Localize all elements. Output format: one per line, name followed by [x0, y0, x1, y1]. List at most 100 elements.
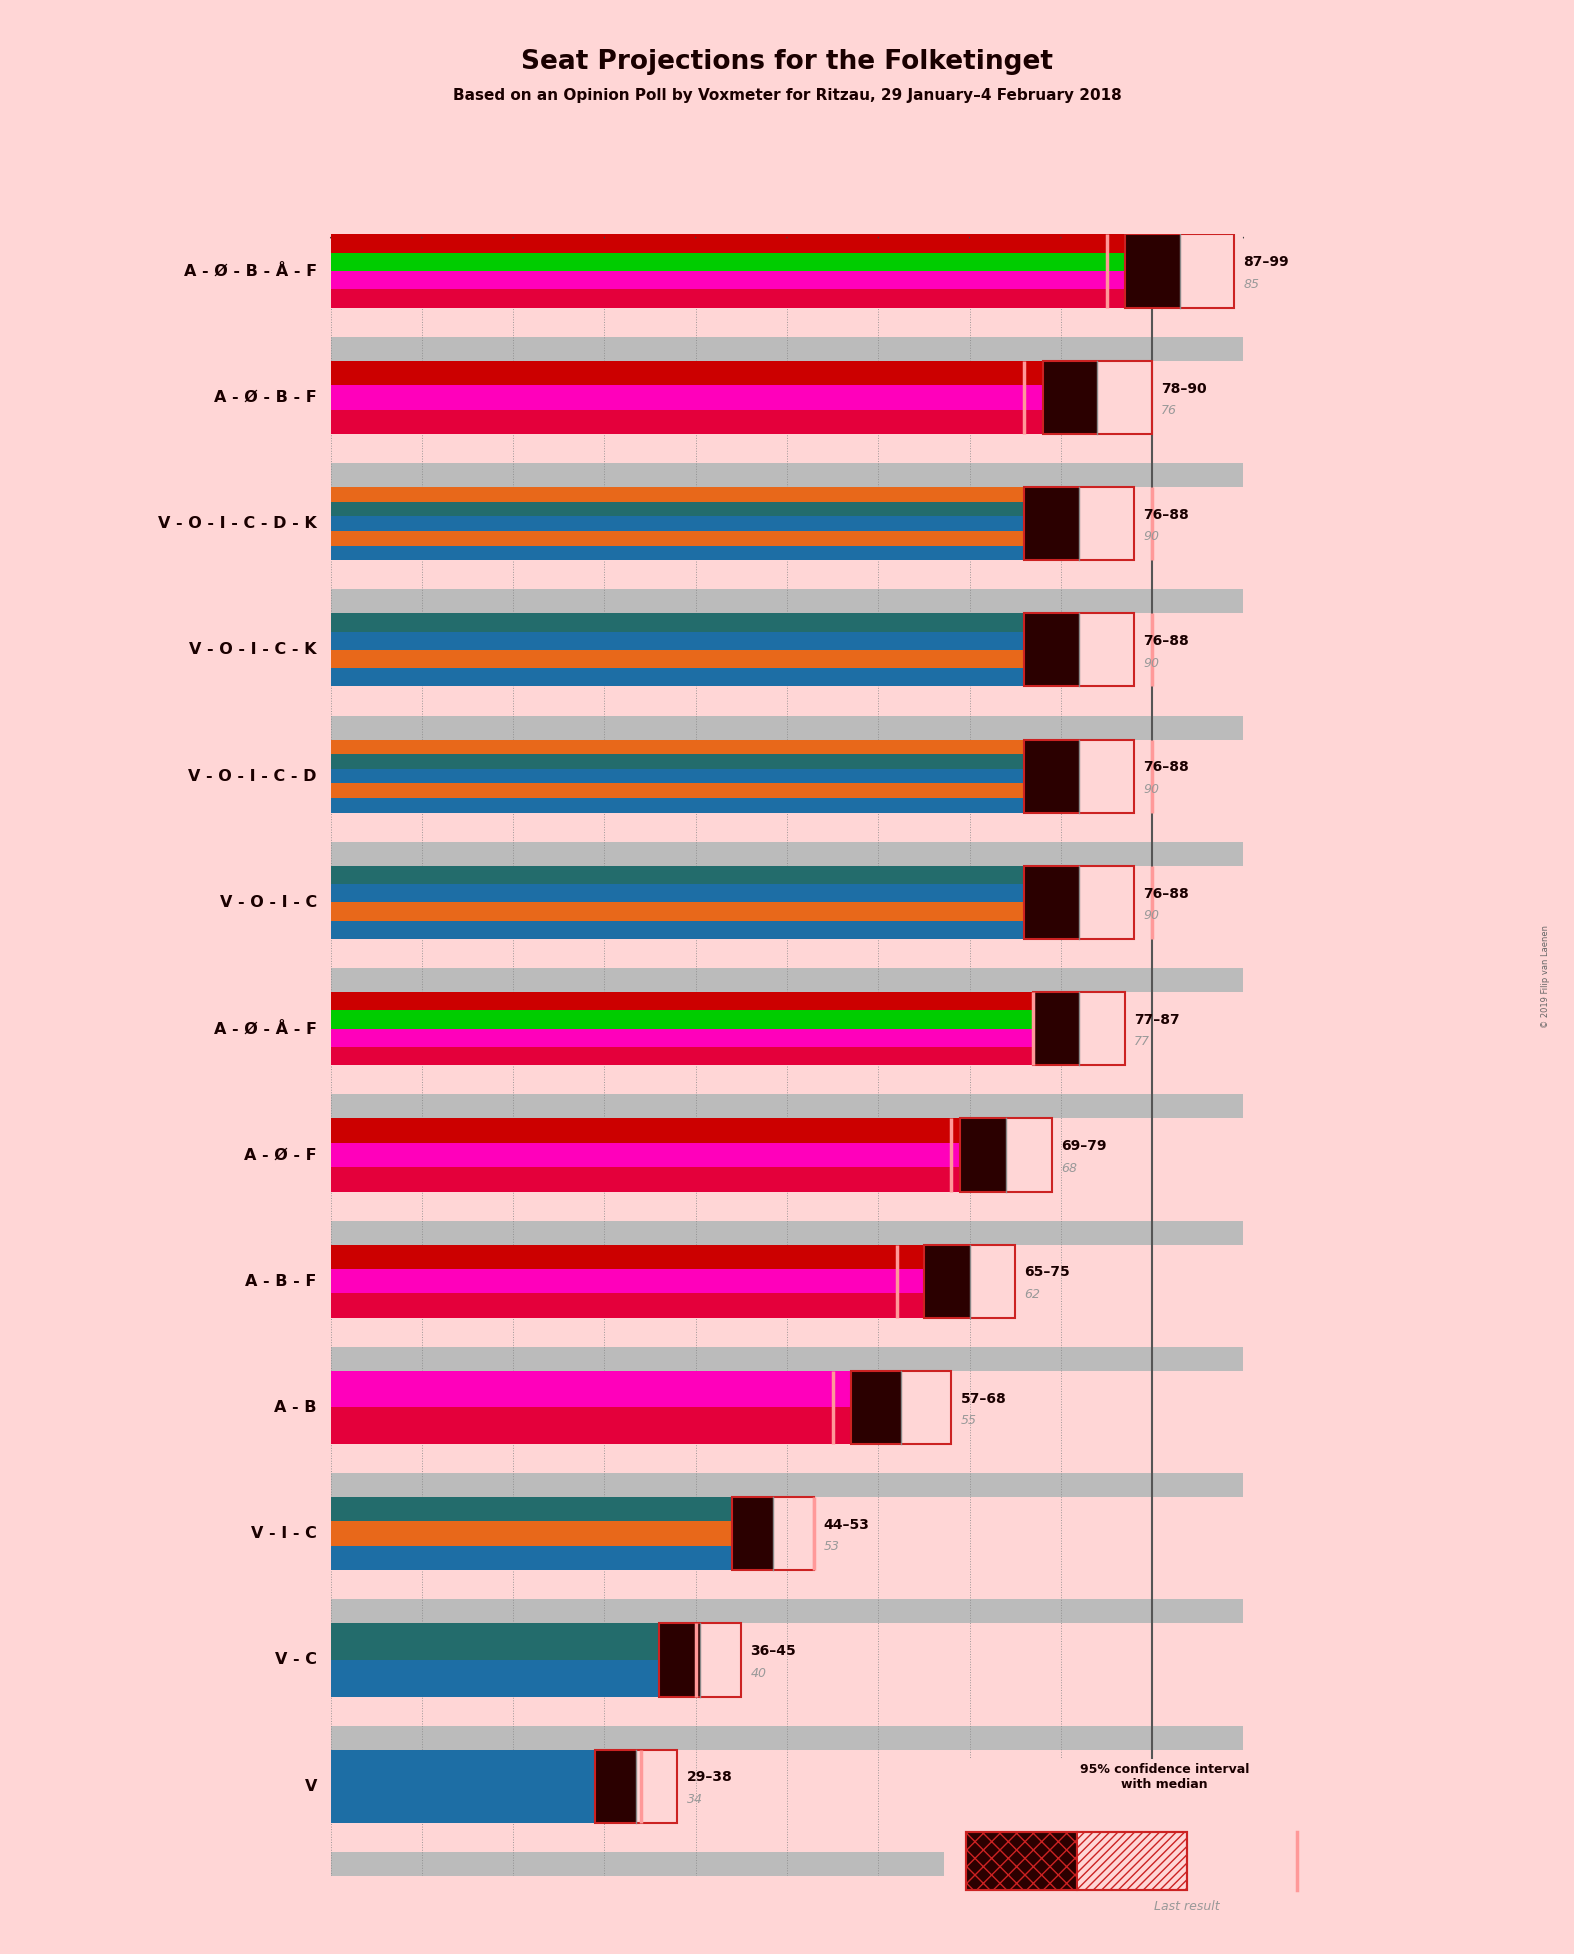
Text: 55: 55	[960, 1415, 976, 1426]
Bar	[331, 1065, 1243, 1094]
Bar	[1179, 234, 1234, 307]
Bar	[852, 1372, 951, 1444]
Bar	[595, 1749, 636, 1823]
Text: A - Ø - F: A - Ø - F	[244, 1147, 316, 1163]
Bar	[331, 1407, 897, 1444]
Bar	[331, 813, 1243, 866]
Bar	[331, 1372, 897, 1407]
Bar	[331, 487, 1080, 502]
Bar	[331, 883, 1080, 903]
Bar	[1025, 866, 1080, 940]
Bar	[1125, 234, 1179, 307]
Bar	[331, 784, 1080, 797]
Text: Based on an Opinion Poll by Voxmeter for Ritzau, 29 January–4 February 2018: Based on an Opinion Poll by Voxmeter for…	[453, 88, 1121, 104]
Text: V - C: V - C	[275, 1653, 316, 1667]
Text: 68: 68	[1061, 1161, 1077, 1174]
Bar	[331, 502, 1080, 516]
Bar	[331, 307, 1243, 336]
Bar	[970, 1245, 1015, 1317]
Text: 90: 90	[1143, 909, 1158, 922]
Text: 34: 34	[686, 1794, 702, 1805]
Text: 77–87: 77–87	[1133, 1012, 1179, 1028]
Bar	[331, 768, 1080, 784]
Bar	[331, 1696, 1243, 1725]
Bar	[1025, 614, 1133, 686]
Bar	[924, 1245, 970, 1317]
Bar	[331, 385, 1097, 410]
Text: 77: 77	[1133, 1036, 1151, 1049]
Bar	[331, 686, 1243, 715]
Bar	[852, 1372, 900, 1444]
Bar	[331, 1065, 1243, 1118]
Bar	[331, 754, 1080, 768]
Bar	[331, 561, 1243, 614]
Text: V - O - I - C - D - K: V - O - I - C - D - K	[157, 516, 316, 531]
Bar	[1080, 866, 1133, 940]
Bar	[331, 1010, 1080, 1028]
Bar	[331, 307, 1243, 361]
Bar	[1080, 739, 1133, 813]
Bar	[1042, 361, 1152, 434]
Text: V - O - I - C: V - O - I - C	[220, 895, 316, 911]
Bar	[331, 940, 1243, 967]
Text: V - I - C: V - I - C	[250, 1526, 316, 1542]
Bar	[331, 1192, 1243, 1245]
Bar	[331, 561, 1243, 590]
Text: 53: 53	[823, 1540, 839, 1553]
Bar	[331, 1522, 768, 1546]
Text: 40: 40	[751, 1667, 767, 1680]
Bar	[1034, 993, 1125, 1065]
Bar	[331, 631, 1080, 651]
Bar	[331, 1444, 1243, 1473]
Bar	[1025, 487, 1133, 561]
Text: © 2019 Filip van Laenen: © 2019 Filip van Laenen	[1541, 926, 1550, 1028]
Bar	[331, 1546, 768, 1571]
Bar	[331, 410, 1097, 434]
Text: A - Ø - B - F: A - Ø - B - F	[214, 391, 316, 404]
Bar	[331, 903, 1080, 920]
Bar	[331, 1444, 1243, 1497]
Bar	[331, 1624, 696, 1661]
Text: 76: 76	[1162, 404, 1177, 416]
Bar	[1025, 866, 1133, 940]
Bar	[331, 686, 1243, 739]
Text: 62: 62	[1025, 1288, 1040, 1301]
Bar	[331, 1047, 1080, 1065]
Bar	[331, 813, 1243, 842]
Bar	[331, 1118, 1006, 1143]
Bar	[331, 940, 1243, 993]
Bar	[331, 1294, 970, 1317]
Bar	[331, 289, 1179, 307]
Bar	[331, 531, 1080, 545]
Bar	[331, 1268, 970, 1294]
Bar	[331, 920, 1080, 940]
Bar	[900, 1372, 951, 1444]
Text: 36–45: 36–45	[751, 1643, 796, 1659]
Bar	[1042, 361, 1097, 434]
Bar	[1025, 739, 1080, 813]
Bar	[331, 1143, 1006, 1167]
Text: 76–88: 76–88	[1143, 635, 1188, 649]
Text: 76–88: 76–88	[1143, 760, 1188, 774]
Text: A - Ø - Å - F: A - Ø - Å - F	[214, 1022, 316, 1036]
Text: A - B - F: A - B - F	[246, 1274, 316, 1288]
Bar	[331, 1823, 1243, 1852]
Text: 29–38: 29–38	[686, 1770, 732, 1784]
Text: 90: 90	[1143, 530, 1158, 543]
Bar	[595, 1749, 677, 1823]
Bar	[331, 1192, 1243, 1221]
Text: 65–75: 65–75	[1025, 1266, 1070, 1280]
Bar	[331, 434, 1243, 463]
Bar	[331, 272, 1179, 289]
Bar	[331, 361, 1097, 385]
Bar	[660, 1624, 741, 1696]
Bar	[732, 1497, 814, 1571]
Text: Last result: Last result	[1154, 1899, 1220, 1913]
Bar	[1080, 487, 1133, 561]
Bar	[331, 1571, 1243, 1600]
Bar	[1125, 234, 1234, 307]
Bar	[331, 1245, 970, 1268]
Bar	[1034, 993, 1080, 1065]
Bar	[331, 1696, 1243, 1749]
Text: V - O - I - C - K: V - O - I - C - K	[189, 643, 316, 657]
